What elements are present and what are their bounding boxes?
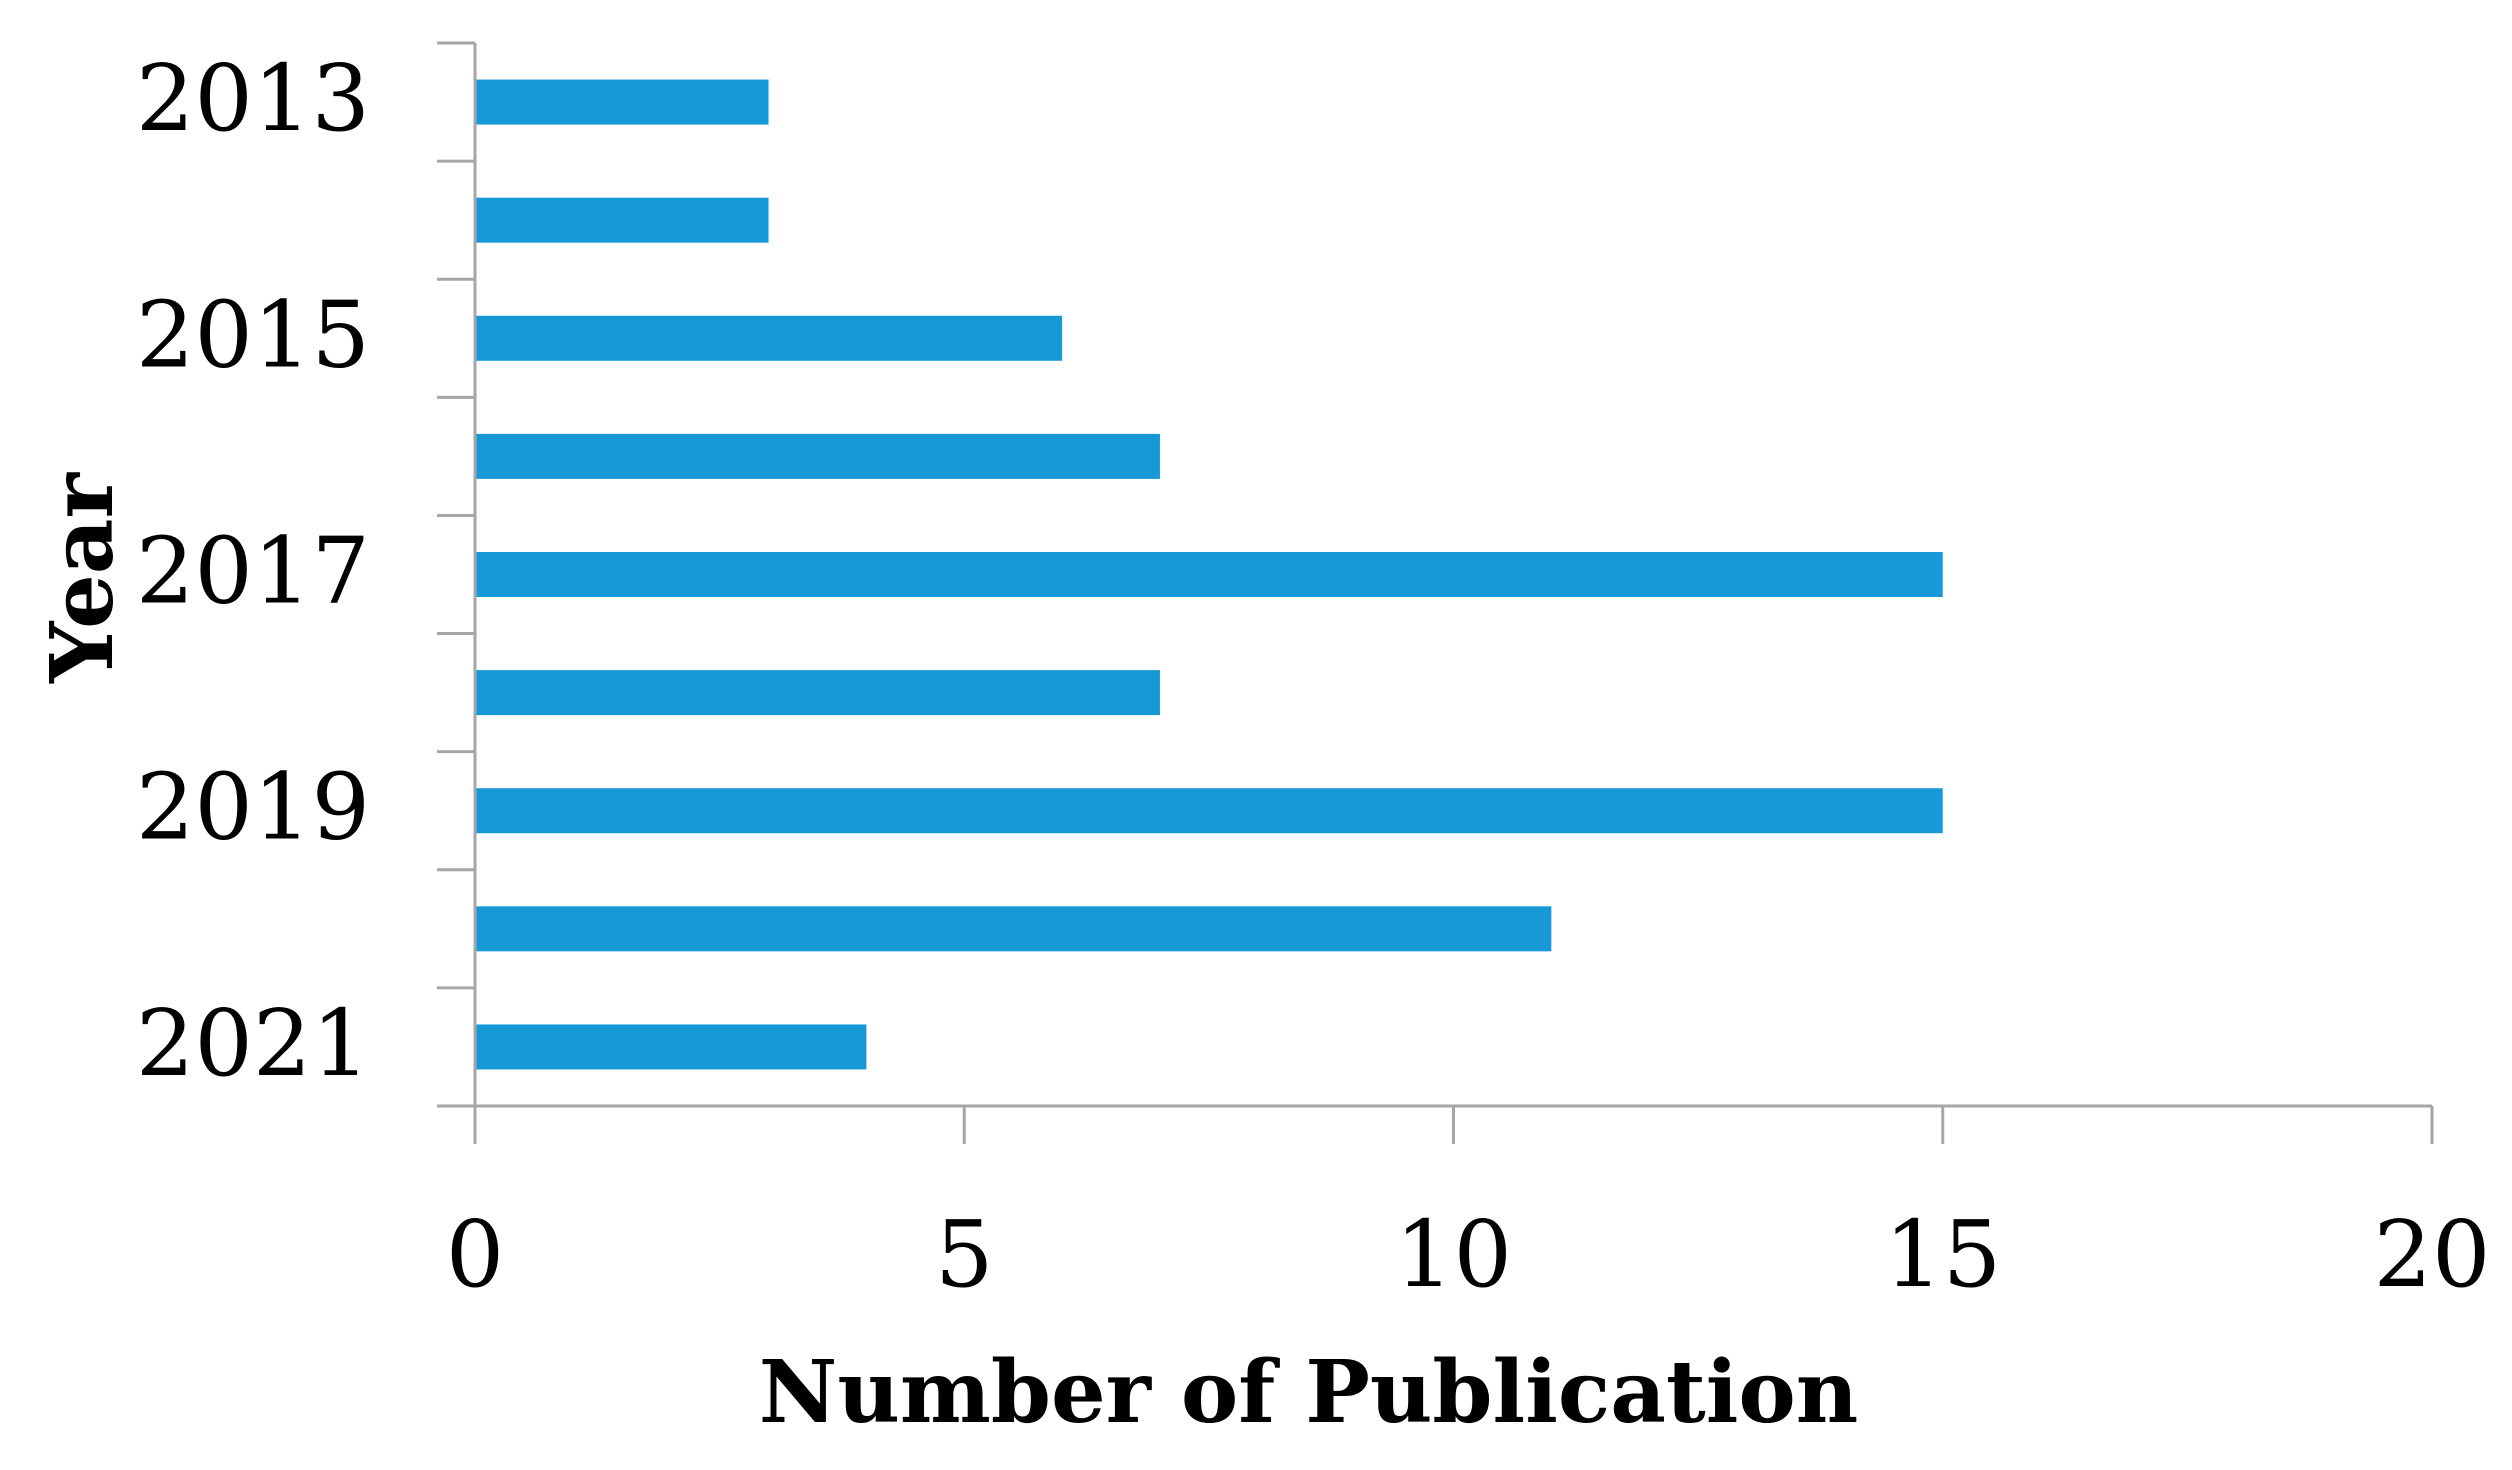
y-tick-label: 2017: [136, 518, 370, 625]
x-axis-title: Number of Publication: [759, 1342, 1859, 1443]
labels-layer: Number of Publication Year: [32, 471, 1858, 1443]
x-tick-label: 10: [1395, 1201, 1512, 1308]
bar: [475, 197, 769, 243]
y-tick-label: 2015: [136, 281, 370, 388]
bar: [475, 79, 769, 125]
bar: [475, 1024, 867, 1070]
x-tick-label: 0: [446, 1201, 505, 1308]
y-tick-label: 2021: [136, 990, 370, 1097]
bar: [475, 670, 1160, 716]
axes-layer: [437, 43, 2432, 1144]
bar: [475, 788, 1943, 834]
bar: [475, 906, 1552, 952]
y-axis-title: Year: [32, 471, 133, 683]
bar: [475, 433, 1160, 479]
x-tick-label: 5: [935, 1201, 994, 1308]
x-tick-label: 15: [1884, 1201, 2001, 1308]
bar: [475, 552, 1943, 597]
bars-layer: [475, 79, 1943, 1070]
x-tick-label: 20: [2373, 1201, 2490, 1308]
ticks-layer: 2013 2015 2017 2019 2021 0 5 10 15 20: [136, 41, 2491, 1308]
bar: [475, 315, 1063, 361]
y-tick-label: 2013: [136, 45, 370, 152]
y-tick-label: 2019: [136, 754, 370, 861]
